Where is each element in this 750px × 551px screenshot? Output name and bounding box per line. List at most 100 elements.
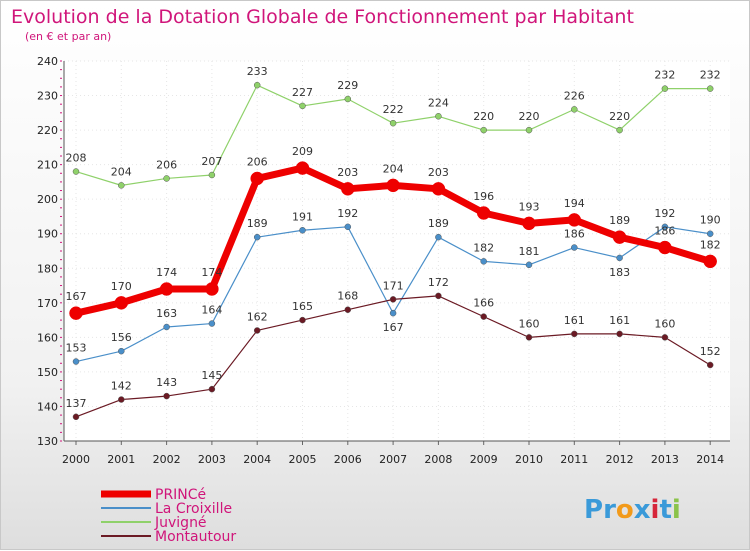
data-point-juvign- — [72, 168, 80, 175]
legend-label-princ-: PRINCé — [155, 487, 206, 503]
data-label-la-croixille: 182 — [473, 241, 494, 254]
x-tick-label: 2013 — [651, 453, 679, 466]
data-label-princ-: 170 — [111, 280, 132, 293]
data-label-la-croixille: 163 — [156, 307, 177, 320]
logo-letter: P — [584, 495, 603, 525]
x-tick-label: 2000 — [62, 453, 90, 466]
data-label-montautour: 160 — [519, 317, 540, 330]
data-label-montautour: 165 — [292, 300, 313, 313]
data-point-la-croixille — [72, 358, 80, 365]
data-label-la-croixille: 190 — [700, 214, 721, 227]
data-label-la-croixille: 153 — [66, 342, 87, 355]
data-point-la-croixille — [118, 347, 125, 355]
data-point-juvign- — [344, 95, 352, 103]
data-point-la-croixille — [299, 227, 306, 234]
data-point-montautour — [72, 413, 80, 421]
chart-title: Evolution de la Dotation Globale de Fonc… — [11, 6, 634, 28]
y-tick-label: 170 — [37, 297, 58, 310]
data-label-princ-: 196 — [473, 190, 494, 203]
data-point-montautour — [480, 313, 487, 320]
x-tick-label: 2011 — [560, 453, 588, 466]
data-label-juvign-: 226 — [564, 89, 585, 102]
data-label-montautour: 162 — [247, 310, 268, 323]
series-lines — [69, 81, 717, 421]
data-point-montautour — [163, 392, 170, 400]
data-label-princ-: 193 — [519, 200, 540, 213]
x-tick-label: 2003 — [198, 453, 226, 466]
data-point-montautour — [118, 396, 125, 403]
y-tick-label: 150 — [37, 366, 58, 379]
data-label-montautour: 172 — [428, 276, 449, 289]
data-label-la-croixille: 164 — [201, 304, 222, 317]
data-label-juvign-: 232 — [700, 69, 721, 82]
data-point-princ- — [386, 178, 400, 193]
data-label-princ-: 194 — [564, 197, 585, 210]
data-point-juvign- — [661, 85, 669, 92]
data-label-montautour: 161 — [609, 314, 630, 327]
data-label-la-croixille: 181 — [519, 245, 540, 258]
data-point-juvign- — [525, 126, 533, 134]
data-label-princ-: 182 — [700, 238, 721, 251]
data-point-la-croixille — [706, 230, 714, 237]
y-tick-label: 130 — [37, 435, 58, 448]
data-label-la-croixille: 192 — [337, 207, 358, 220]
x-tick-label: 2007 — [379, 453, 407, 466]
data-point-montautour — [344, 306, 352, 313]
data-label-princ-: 174 — [156, 266, 177, 279]
x-tick-label: 2002 — [153, 453, 181, 466]
y-tick-label: 160 — [37, 331, 58, 344]
data-point-la-croixille — [435, 233, 442, 241]
data-labels: 208 204 206 207 233 227 229 222 224 220 220 226 220 2… — [66, 65, 721, 410]
y-tick-label: 230 — [37, 90, 58, 103]
data-point-princ- — [658, 240, 672, 255]
data-point-princ- — [522, 216, 536, 231]
data-label-montautour: 168 — [337, 290, 358, 303]
data-point-princ- — [567, 213, 582, 227]
legend-label-la-croixille: La Croixille — [155, 501, 232, 517]
data-point-princ- — [431, 182, 446, 196]
data-point-la-croixille — [661, 223, 669, 231]
data-label-la-croixille: 189 — [247, 217, 268, 230]
data-point-princ- — [295, 161, 310, 175]
data-label-princ-: 209 — [292, 145, 313, 158]
data-point-montautour — [299, 316, 306, 324]
y-tick-label: 140 — [37, 400, 58, 413]
data-point-juvign- — [571, 106, 578, 113]
data-point-juvign- — [118, 182, 125, 189]
data-label-la-croixille: 189 — [428, 217, 449, 230]
data-point-juvign- — [299, 102, 306, 110]
x-tick-label: 2009 — [470, 453, 498, 466]
x-tick-label: 2010 — [515, 453, 543, 466]
logo-letter: i — [651, 495, 660, 525]
data-point-la-croixille — [389, 309, 397, 317]
data-label-juvign-: 232 — [654, 69, 675, 82]
x-tick-label: 2006 — [334, 453, 362, 466]
y-tick-label: 210 — [37, 159, 58, 172]
data-label-juvign-: 227 — [292, 86, 313, 99]
x-tick-label: 2001 — [107, 453, 135, 466]
data-point-princ- — [69, 306, 83, 320]
data-label-juvign-: 208 — [66, 152, 87, 165]
data-label-la-croixille: 191 — [292, 210, 313, 223]
data-point-montautour — [389, 296, 397, 303]
data-point-montautour — [571, 330, 578, 338]
data-label-montautour: 143 — [156, 376, 177, 389]
x-tick-label: 2004 — [243, 453, 271, 466]
y-tick-label: 200 — [37, 193, 58, 206]
logo-letter: o — [616, 495, 634, 525]
x-tick-label: 2014 — [696, 453, 724, 466]
legend-label-juvign-: Juvigné — [154, 515, 207, 531]
data-point-la-croixille — [208, 320, 216, 327]
data-label-juvign-: 207 — [201, 155, 222, 168]
data-point-princ- — [250, 171, 264, 186]
data-point-la-croixille — [253, 233, 261, 241]
y-tick-label: 220 — [37, 124, 58, 137]
x-tick-label: 2008 — [424, 453, 452, 466]
logo-letter: t — [659, 495, 671, 525]
data-label-princ-: 174 — [201, 266, 222, 279]
data-label-montautour: 166 — [473, 297, 494, 310]
x-tick-label: 2005 — [289, 453, 317, 466]
data-point-la-croixille — [571, 244, 578, 251]
data-label-montautour: 152 — [700, 345, 721, 358]
